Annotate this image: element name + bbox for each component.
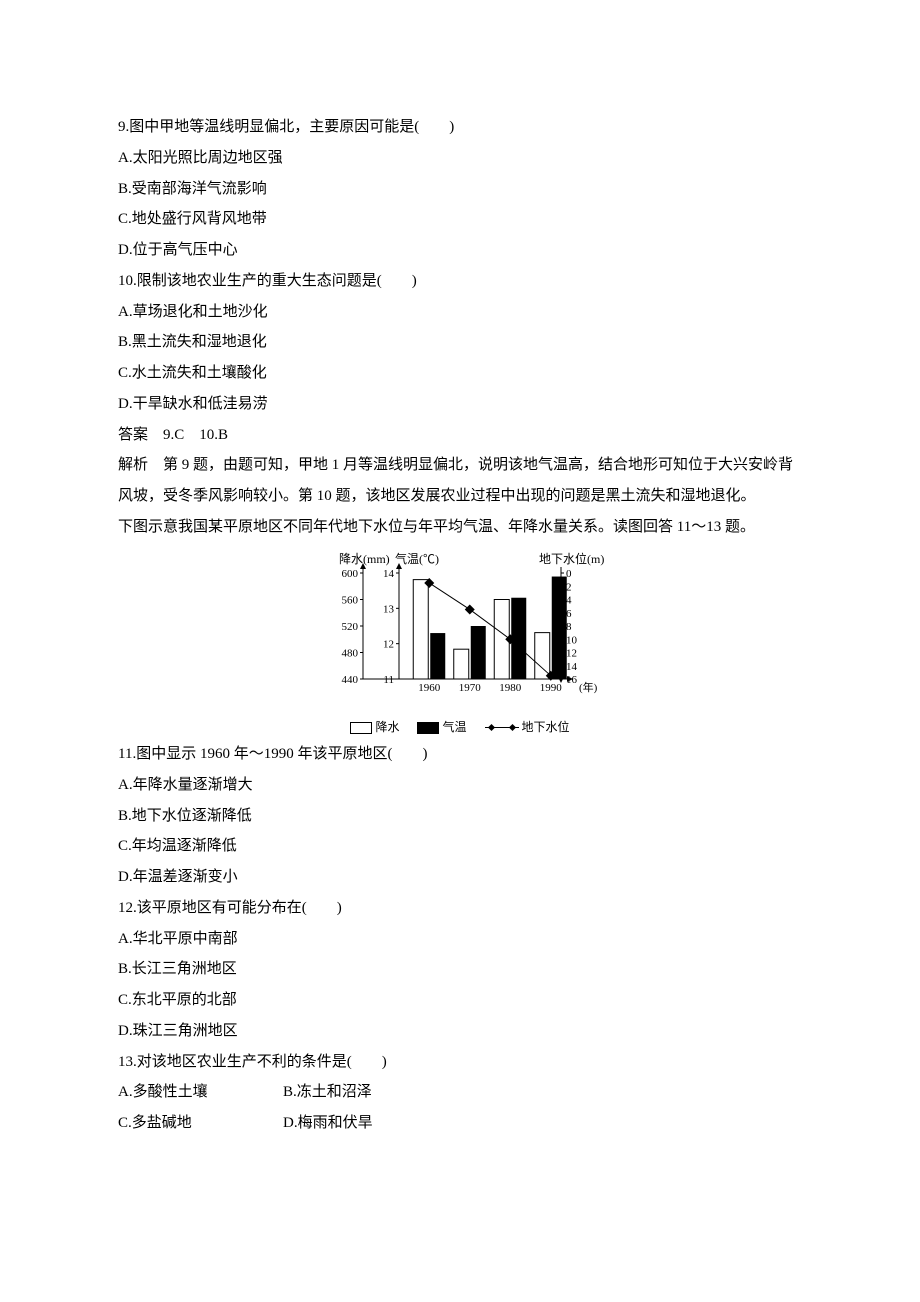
svg-text:1980: 1980 — [499, 682, 522, 694]
legend-precip: 降水 — [350, 715, 399, 740]
svg-text:气温(℃): 气温(℃) — [395, 551, 439, 566]
q10-stem: 10.限制该地农业生产的重大生态问题是( ) — [118, 266, 802, 297]
q10-opt-d: D.干旱缺水和低洼易涝 — [118, 389, 802, 420]
q10-opt-a: A.草场退化和土地沙化 — [118, 297, 802, 328]
svg-text:16: 16 — [566, 674, 578, 686]
q9-opt-c: C.地处盛行风背风地带 — [118, 204, 802, 235]
chart-legend: 降水 气温 地下水位 — [118, 715, 802, 740]
svg-text:600: 600 — [342, 568, 359, 580]
q12-opt-a: A.华北平原中南部 — [118, 924, 802, 955]
q13-stem: 13.对该地区农业生产不利的条件是( ) — [118, 1047, 802, 1078]
q11-opt-b: B.地下水位逐渐降低 — [118, 801, 802, 832]
svg-text:440: 440 — [342, 674, 359, 686]
svg-text:480: 480 — [342, 647, 359, 659]
q11-opt-d: D.年温差逐渐变小 — [118, 862, 802, 893]
svg-text:14: 14 — [383, 568, 395, 580]
q12-opt-c: C.东北平原的北部 — [118, 985, 802, 1016]
legend-water: 地下水位 — [485, 715, 570, 740]
q10-opt-b: B.黑土流失和湿地退化 — [118, 327, 802, 358]
q9-opt-d: D.位于高气压中心 — [118, 235, 802, 266]
svg-text:1970: 1970 — [459, 682, 482, 694]
q9-stem: 9.图中甲地等温线明显偏北，主要原因可能是( ) — [118, 112, 802, 143]
svg-text:11: 11 — [383, 674, 394, 686]
svg-text:14: 14 — [566, 660, 578, 672]
svg-text:10: 10 — [566, 634, 578, 646]
svg-text:4: 4 — [566, 594, 572, 606]
svg-text:560: 560 — [342, 594, 359, 606]
explain-9-10: 解析 第 9 题，由题可知，甲地 1 月等温线明显偏北，说明该地气温高，结合地形… — [118, 450, 802, 512]
svg-text:12: 12 — [383, 638, 394, 650]
q13-opt-d: D.梅雨和伏旱 — [283, 1108, 448, 1139]
svg-text:2: 2 — [566, 581, 572, 593]
svg-text:(年): (年) — [579, 680, 598, 694]
q13-opt-c: C.多盐碱地 — [118, 1108, 283, 1139]
svg-text:12: 12 — [566, 647, 577, 659]
q12-stem: 12.该平原地区有可能分布在( ) — [118, 893, 802, 924]
svg-text:6: 6 — [566, 607, 572, 619]
q11-stem: 11.图中显示 1960 年～1990 年该平原地区( ) — [118, 739, 802, 770]
q9-opt-b: B.受南部海洋气流影响 — [118, 174, 802, 205]
svg-text:13: 13 — [383, 603, 395, 615]
svg-text:0: 0 — [566, 568, 572, 580]
answer-9-10: 答案 9.C 10.B — [118, 420, 802, 451]
svg-text:降水(mm): 降水(mm) — [339, 552, 390, 566]
q12-opt-b: B.长江三角洲地区 — [118, 954, 802, 985]
q12-opt-d: D.珠江三角洲地区 — [118, 1016, 802, 1047]
svg-text:1960: 1960 — [418, 682, 441, 694]
chart-svg: 440480520560600降水(mm)11121314气温(℃)024681… — [305, 551, 615, 711]
intro-11-13: 下图示意我国某平原地区不同年代地下水位与年平均气温、年降水量关系。读图回答 11… — [118, 512, 802, 543]
chart-figure: 440480520560600降水(mm)11121314气温(℃)024681… — [118, 551, 802, 711]
q9-opt-a: A.太阳光照比周边地区强 — [118, 143, 802, 174]
q11-opt-a: A.年降水量逐渐增大 — [118, 770, 802, 801]
q13-opt-a: A.多酸性土壤 — [118, 1077, 283, 1108]
svg-text:520: 520 — [342, 621, 359, 633]
svg-text:8: 8 — [566, 621, 572, 633]
q10-opt-c: C.水土流失和土壤酸化 — [118, 358, 802, 389]
q13-opt-b: B.冻土和沼泽 — [283, 1077, 448, 1108]
svg-text:地下水位(m): 地下水位(m) — [539, 551, 604, 566]
svg-text:1990: 1990 — [540, 682, 563, 694]
q11-opt-c: C.年均温逐渐降低 — [118, 831, 802, 862]
legend-temp: 气温 — [417, 715, 466, 740]
